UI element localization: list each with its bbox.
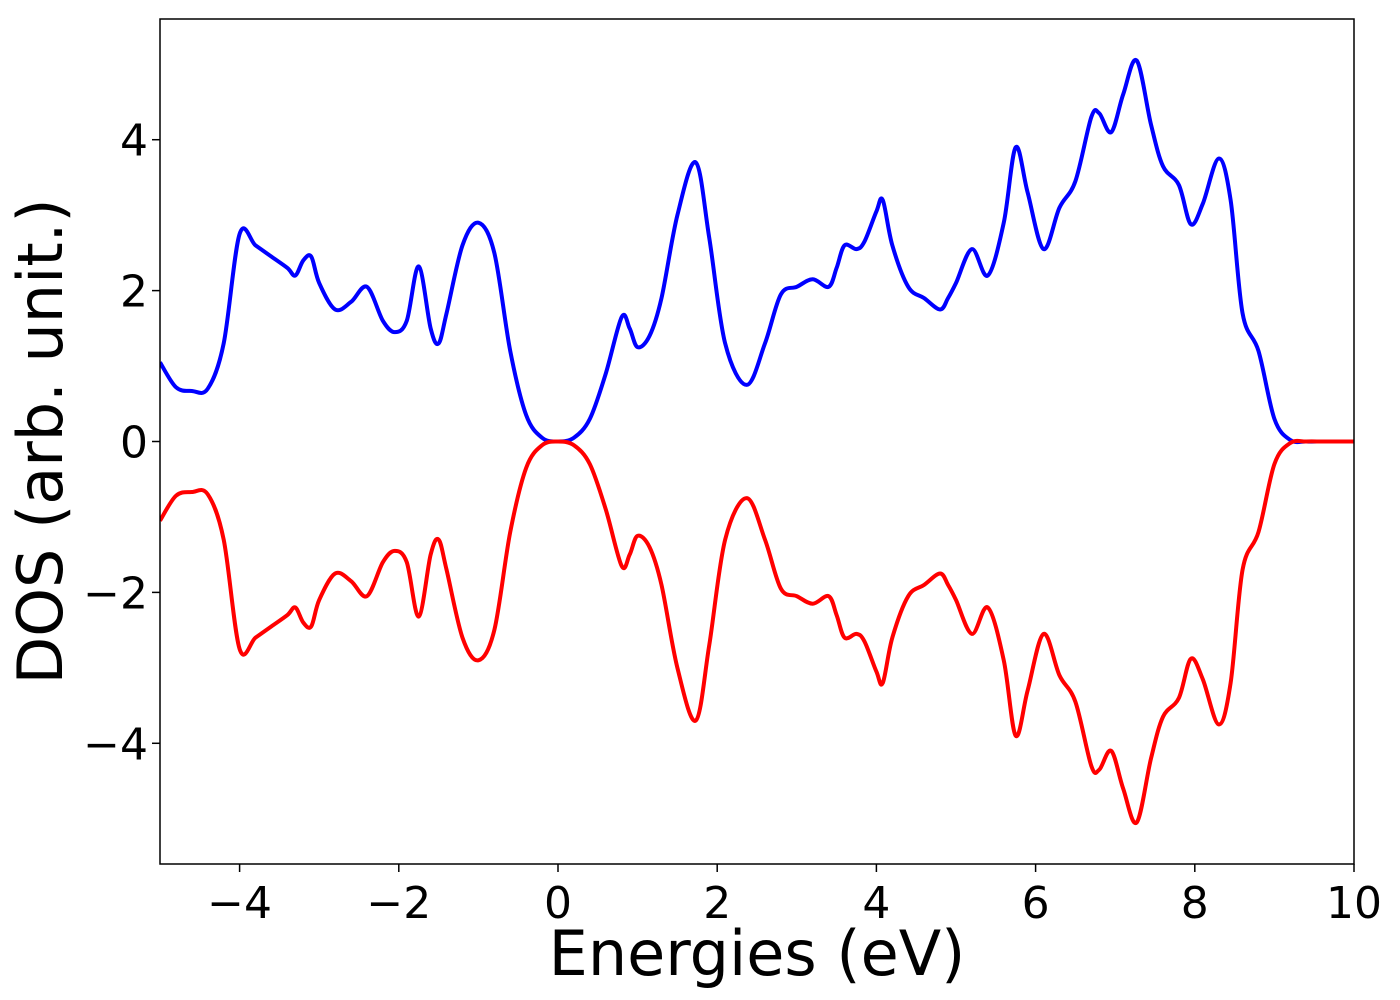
series-layer [160,58,1354,825]
x-tick-label: 0 [544,878,572,929]
x-tick-label: 4 [862,878,890,929]
x-tick-label: 8 [1181,878,1209,929]
x-tick-label: −2 [366,878,431,929]
y-tick-label: 4 [120,116,148,167]
x-tick-label: 2 [703,878,731,929]
ticks-layer: −4 −2 0 2 4 6 8 10 −4 −2 0 2 4 [83,116,1382,929]
x-tick-label: 10 [1326,878,1382,929]
y-tick-label: −4 [83,719,148,770]
y-axis-title: DOS (arb. unit.) [4,198,77,684]
x-tick-label: −4 [207,878,272,929]
x-tick-label: 6 [1022,878,1050,929]
y-tick-label: −2 [83,568,148,619]
series-line-negative [160,438,1354,825]
x-axis-title: Energies (eV) [549,917,966,990]
y-tick-label: 0 [120,418,148,469]
series-line-positive [160,58,1354,445]
y-tick-label: 2 [120,267,148,318]
plot-frame [159,18,1355,865]
